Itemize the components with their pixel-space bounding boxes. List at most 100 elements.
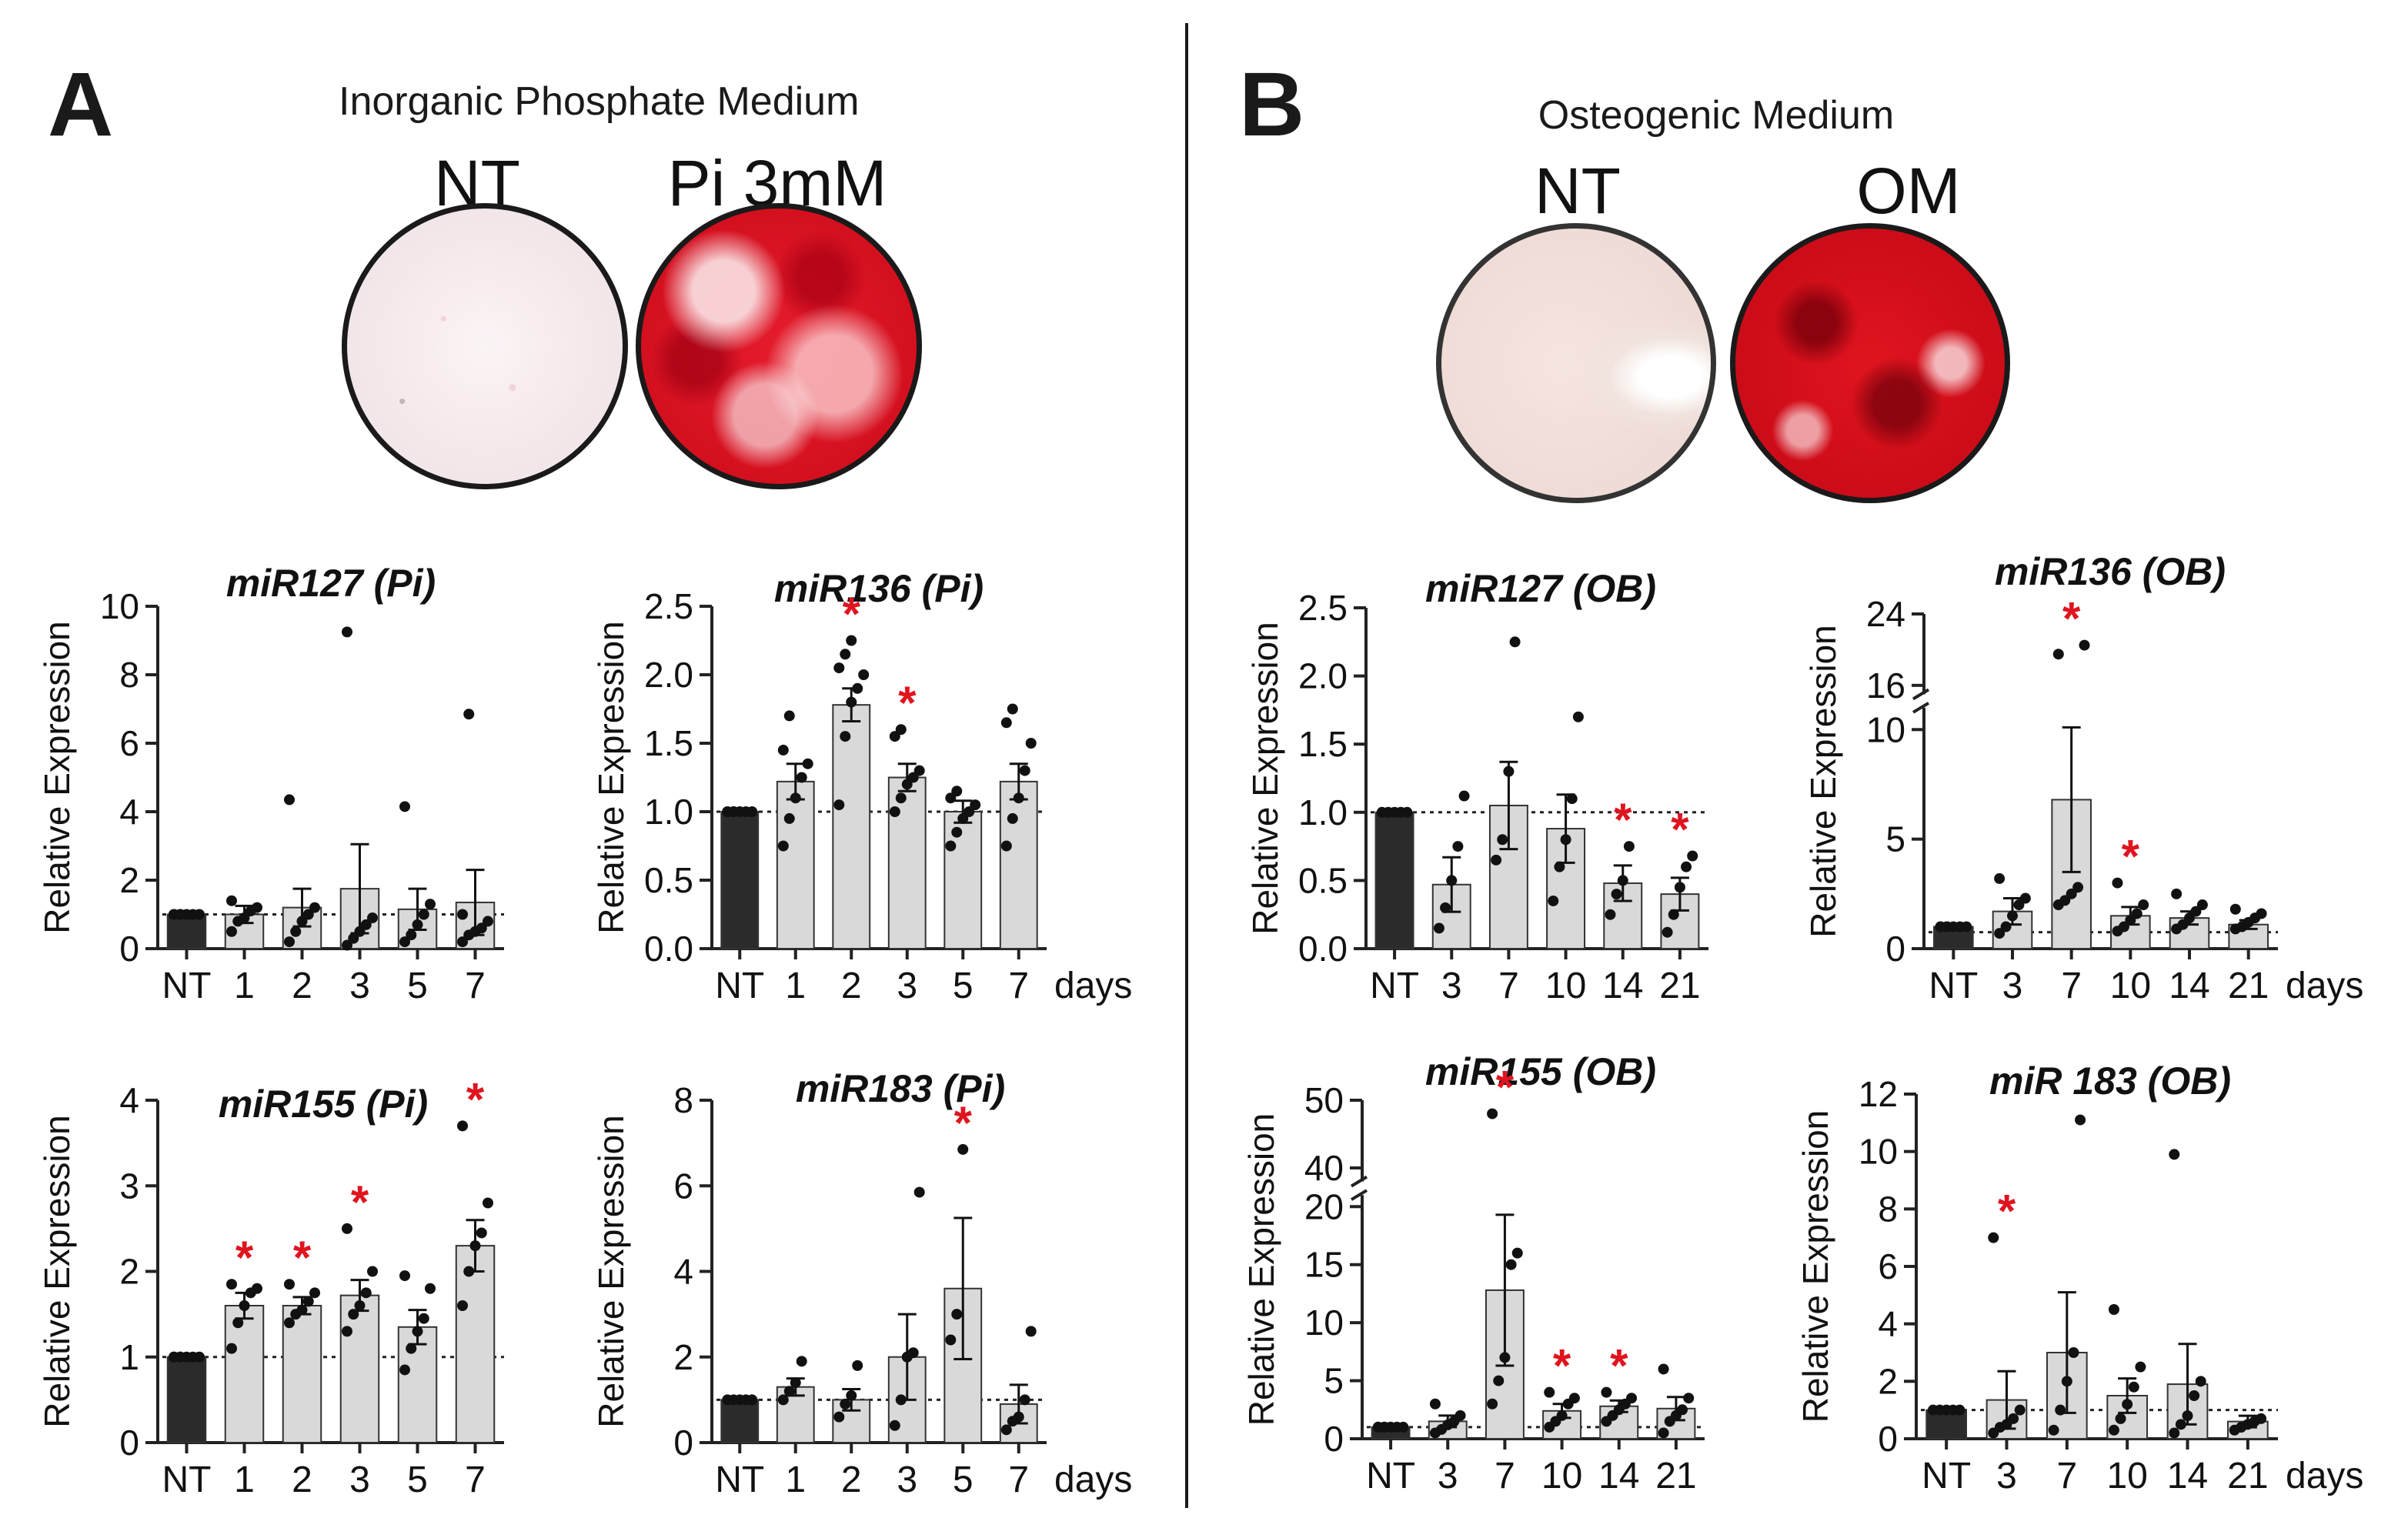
x-category-label: 14 xyxy=(1602,966,1643,1006)
data-point xyxy=(1677,1404,1688,1416)
data-point xyxy=(2052,649,2064,660)
data-point xyxy=(399,936,410,948)
data-point xyxy=(2108,1304,2119,1315)
data-point xyxy=(457,936,468,948)
y-tick-label: 5 xyxy=(1885,819,1905,859)
data-point xyxy=(889,806,900,817)
data-point xyxy=(2112,877,2123,889)
x-unit-label: days xyxy=(1054,966,1132,1006)
y-tick-label: 1.0 xyxy=(644,792,693,832)
y-tick-label: 0.0 xyxy=(644,929,693,969)
chart-a1: miR127 (Pi) Relative Expression 0 2 4 6 8 10 NT 1… xyxy=(37,562,504,1006)
y-tick-label: 8 xyxy=(119,655,139,695)
data-point xyxy=(412,1326,423,1337)
data-point xyxy=(783,1386,795,1397)
y-tick-label: 4 xyxy=(673,1252,693,1292)
data-point xyxy=(1941,921,1952,932)
data-point xyxy=(1509,636,1521,648)
x-category-label: NT xyxy=(715,966,764,1006)
data-point xyxy=(354,926,366,937)
data-point xyxy=(1626,1393,1638,1404)
chart-title: miR127 (OB) xyxy=(1425,567,1656,610)
y-axis-label: Relative Expression xyxy=(1803,625,1843,938)
data-point xyxy=(342,939,352,951)
chart-title: miR136 (Pi) xyxy=(774,567,984,610)
data-point xyxy=(852,682,863,694)
data-point xyxy=(463,709,475,720)
data-point xyxy=(1440,902,1451,913)
axis-break-mark xyxy=(1912,688,1930,701)
y-axis-label: Relative Expression xyxy=(1245,622,1285,935)
data-point xyxy=(457,1120,468,1132)
chart-b2: miR136 (OB)Relative Expression05101624NT… xyxy=(1803,550,2363,1006)
x-unit-label: days xyxy=(2286,1456,2363,1496)
data-point xyxy=(1611,889,1622,900)
data-point xyxy=(840,731,851,742)
data-point xyxy=(1994,928,2006,939)
data-point xyxy=(194,909,205,920)
x-category-label: NT xyxy=(162,1460,212,1500)
data-point xyxy=(1674,882,1685,893)
data-point xyxy=(796,1356,807,1367)
significance-star: * xyxy=(351,1176,369,1228)
y-tick-label: 0.5 xyxy=(1298,860,1348,900)
x-category-label: 7 xyxy=(2061,966,2082,1006)
data-point xyxy=(2048,1424,2059,1436)
data-point xyxy=(2108,1424,2119,1436)
bar-3 xyxy=(339,1294,380,1444)
x-category-label: 1 xyxy=(785,966,806,1006)
data-point xyxy=(348,932,359,944)
panel-divider xyxy=(1185,23,1188,1508)
data-point xyxy=(457,909,468,920)
data-point xyxy=(1658,1427,1669,1439)
data-point xyxy=(846,696,857,708)
y-tick-label: 10 xyxy=(1866,709,1905,749)
chart-b1: miR127 (OB) Relative Expression 0.0 0.5 1.0 1… xyxy=(1245,567,1708,1006)
data-point xyxy=(2059,895,2071,906)
data-point xyxy=(2131,908,2142,919)
data-point xyxy=(2135,1361,2146,1373)
data-point xyxy=(1013,1411,1024,1423)
bar-7 xyxy=(455,1245,496,1443)
data-point xyxy=(309,1287,320,1299)
significance-star: * xyxy=(1610,1340,1628,1392)
significance-star: * xyxy=(1496,1062,1515,1113)
x-category-label: 3 xyxy=(2002,966,2023,1006)
x-category-label: 2 xyxy=(841,1460,862,1500)
data-point xyxy=(2000,921,2012,932)
x-category-label: 2 xyxy=(292,966,312,1006)
data-point xyxy=(951,786,963,797)
data-point xyxy=(1491,854,1502,866)
data-point xyxy=(1429,1398,1441,1410)
data-point xyxy=(2066,888,2077,899)
axis-break-mark xyxy=(1350,1175,1368,1188)
data-point xyxy=(457,1300,468,1311)
y-axis-label: Relative Expression xyxy=(591,621,631,934)
significance-star: * xyxy=(466,1073,485,1125)
data-point xyxy=(476,922,487,934)
significance-star: * xyxy=(293,1232,312,1283)
data-point xyxy=(2138,899,2149,911)
y-tick-label: 50 xyxy=(1304,1080,1344,1120)
data-point xyxy=(840,649,851,660)
data-point xyxy=(2008,1413,2019,1424)
data-point xyxy=(284,1279,295,1290)
well-image-pi-3mm xyxy=(636,203,922,489)
data-point xyxy=(406,1343,417,1354)
data-point xyxy=(2115,1413,2126,1424)
y-tick-label: 40 xyxy=(1304,1148,1344,1188)
data-point xyxy=(1401,806,1413,818)
y-tick-label: 2 xyxy=(119,860,139,900)
data-point xyxy=(1961,921,1972,932)
data-point xyxy=(1605,909,1616,920)
data-point xyxy=(2175,1419,2186,1430)
significance-star: * xyxy=(2122,831,2140,882)
data-point xyxy=(1668,909,1679,920)
y-tick-label: 6 xyxy=(1878,1246,1898,1286)
data-point xyxy=(175,1351,186,1363)
x-category-label: 21 xyxy=(2227,1456,2268,1496)
data-point xyxy=(302,1296,314,1307)
data-point xyxy=(1000,717,1012,729)
data-point xyxy=(2189,1390,2200,1401)
data-point xyxy=(252,902,262,913)
